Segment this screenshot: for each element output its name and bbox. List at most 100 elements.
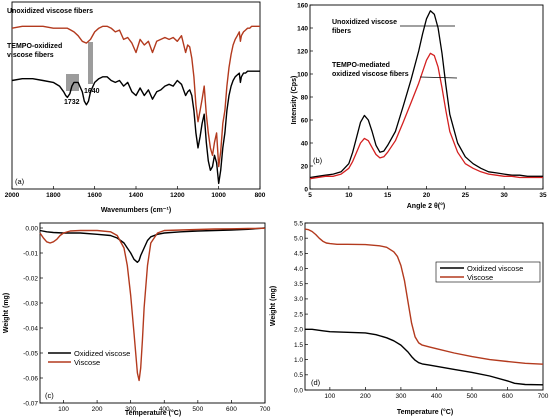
panel-c-legend-label-viscose: Viscose [74,358,100,367]
panel-c-x-tick-label: 700 [260,406,271,413]
panel-d-y-tick-label: 5.0 [294,235,303,242]
panel-d: 100 200 300 400 500 600 700 0.0 0.5 1.0 1.5 2.0 2.5… [270,220,549,416]
panel-d-y-tick-label: 0.5 [294,372,303,379]
panel-b: 5 10 15 20 25 30 35 0 20 40 60 80 100 120 140 160 Unox… [291,2,547,210]
panel-a-series-line-2 [11,70,260,185]
panel-a-x-tick-label: 800 [255,192,266,199]
panel-d-y-tick-label: 3.0 [294,296,303,303]
panel-d-y-tick-label: 5.5 [294,220,303,227]
panel-b-label: (b) [313,156,323,165]
panel-c-series-line-1 [39,227,266,263]
panel-c-series-line-2 [39,227,266,382]
panel-a-series [11,25,260,185]
panel-c-y-tick-label: -0.07 [23,400,38,407]
panel-c-y-tick-label: -0.02 [23,275,38,282]
panel-c-y-tick-label: -0.06 [23,375,38,382]
panel-c-y-tick-label: -0.01 [23,250,38,257]
panel-b-arrow-tempo [419,76,458,79]
panel-d-y-tick-label: 4.0 [294,266,303,273]
panel-b-series-label-tempo: TEMPO-mediated oxidized viscose fibers [332,62,409,78]
panel-d-y-tick-label: 2.5 [294,311,303,318]
panel-a-xlabel: Wavenumbers (cm⁻¹) [101,207,171,214]
panel-c-y-tick-label: 0.00 [25,225,38,232]
panel-b-series-line-1 [309,10,543,179]
panel-c-legend: Oxidized viscose Viscose [48,349,130,367]
panel-c-label: (c) [45,391,54,400]
panel-d-legend: Oxidized viscose Viscose [435,261,541,283]
panel-d-y-tick-label: 1.5 [294,342,303,349]
panel-b-y-tick-label: 140 [297,25,308,32]
panel-a-x-tick-label: 1600 [87,192,102,199]
panel-a-series-label-unoxidized: Unoxidized viscose fibers [7,8,93,15]
panel-c-xlabel: Temperature (°C) [125,409,181,417]
panel-d-label: (d) [311,378,321,387]
panel-c-y-tick-label: -0.03 [23,300,38,307]
panel-a-x-tick-label: 1800 [46,192,61,199]
panel-c-y-tick-label: -0.05 [23,350,38,357]
panel-c-legend-label-oxidized: Oxidized viscose [74,349,130,358]
panel-d-series-line-1 [305,328,544,386]
panel-d-x-tick-label: 500 [467,393,478,400]
panel-a-x-tick-label: 1400 [129,192,144,199]
panel-c-x-tick-label: 100 [58,406,69,413]
panel-b-ylabel: Intensity (Cps) [291,76,298,125]
panel-d-frame [304,222,544,391]
panel-b-x-tick-label: 10 [345,192,353,199]
panel-b-xlabel: Angle 2 θ(°) [407,202,445,210]
panel-c-y-tick-label: -0.04 [23,325,38,332]
panel-b-series-line-2 [309,52,543,180]
panel-d-y-tick-label: 1.0 [294,357,303,364]
panel-b-y-tick-label: 40 [301,140,309,147]
panel-c-frame [39,222,266,404]
panel-c-x-tick-label: 200 [92,406,103,413]
panel-b-y-tick-label: 80 [301,94,309,101]
panel-a-x-tick-label: 2000 [5,192,20,199]
panel-c-x-ticks: 100 200 300 400 500 600 700 [58,400,271,413]
panel-b-y-tick-label: 100 [297,71,308,78]
panel-d-x-tick-label: 200 [360,393,371,400]
panel-a-series-label-tempo-line2: viscose fibers [7,52,54,59]
panel-a-series-label-tempo-line1: TEMPO-oxidized [7,43,62,50]
panel-d-x-tick-label: 600 [502,393,513,400]
panel-d-x-tick-label: 100 [324,393,335,400]
panel-c-x-tick-label: 500 [192,406,203,413]
panel-b-series [309,10,543,180]
panel-d-y-tick-label: 2.0 [294,327,303,334]
panel-c: 100 200 300 400 500 600 700 0.00 -0.01 -0.02 -0.0… [3,222,271,417]
panel-d-ylabel: Weight (mg) [270,286,277,326]
panel-d-x-ticks: 100 200 300 400 500 600 700 [324,387,549,400]
panel-a-series-label-tempo: TEMPO-oxidized viscose fibers [7,43,62,59]
panel-d-x-tick-label: 400 [431,393,442,400]
panel-b-y-tick-label: 160 [297,2,308,9]
panel-b-series-label-unoxidized-line1: Unoxidized viscose [332,19,397,26]
panel-d-y-ticks: 0.0 0.5 1.0 1.5 2.0 2.5 3.0 3.5 4.0 4.5 5.0 5.5 [294,220,308,394]
band-marker-1640 [88,42,93,84]
panel-d-y-tick-label: 4.5 [294,251,303,258]
panel-d-series-line-2 [304,228,544,365]
panel-c-ylabel: Weight (mg) [3,293,10,333]
panel-c-x-tick-label: 300 [125,406,136,413]
panel-d-legend-label-viscose: Viscose [467,273,493,282]
panel-b-x-tick-label: 15 [384,192,392,199]
panel-b-y-ticks: 0 20 40 60 80 100 120 140 160 [297,2,313,193]
panel-b-series-label-unoxidized-line2: fibers [332,28,351,35]
panel-a-x-ticks: 2000 1800 1600 1400 1200 1000 800 [5,186,266,199]
panel-d-y-tick-label: 3.5 [294,281,303,288]
panel-b-x-tick-label: 35 [539,192,547,199]
panel-c-x-tick-label: 600 [226,406,237,413]
panel-b-x-tick-label: 30 [501,192,509,199]
panel-b-y-tick-label: 120 [297,48,308,55]
panel-d-series [304,228,544,386]
band-marker-1732 [66,74,79,91]
panel-a-x-tick-label: 1200 [170,192,185,199]
panel-b-x-ticks: 5 10 15 20 25 30 35 [308,186,547,199]
panel-b-y-tick-label: 60 [301,117,309,124]
annotation-1640: 1640 [84,88,100,95]
panel-b-series-label-tempo-line2: oxidized viscose fibers [332,71,409,78]
panel-a-band-markers [66,42,93,91]
panel-a-label: (a) [15,177,25,186]
panel-c-x-tick-label: 400 [159,406,170,413]
panel-b-series-label-tempo-line1: TEMPO-mediated [332,62,390,69]
panel-b-x-tick-label: 5 [308,192,312,199]
